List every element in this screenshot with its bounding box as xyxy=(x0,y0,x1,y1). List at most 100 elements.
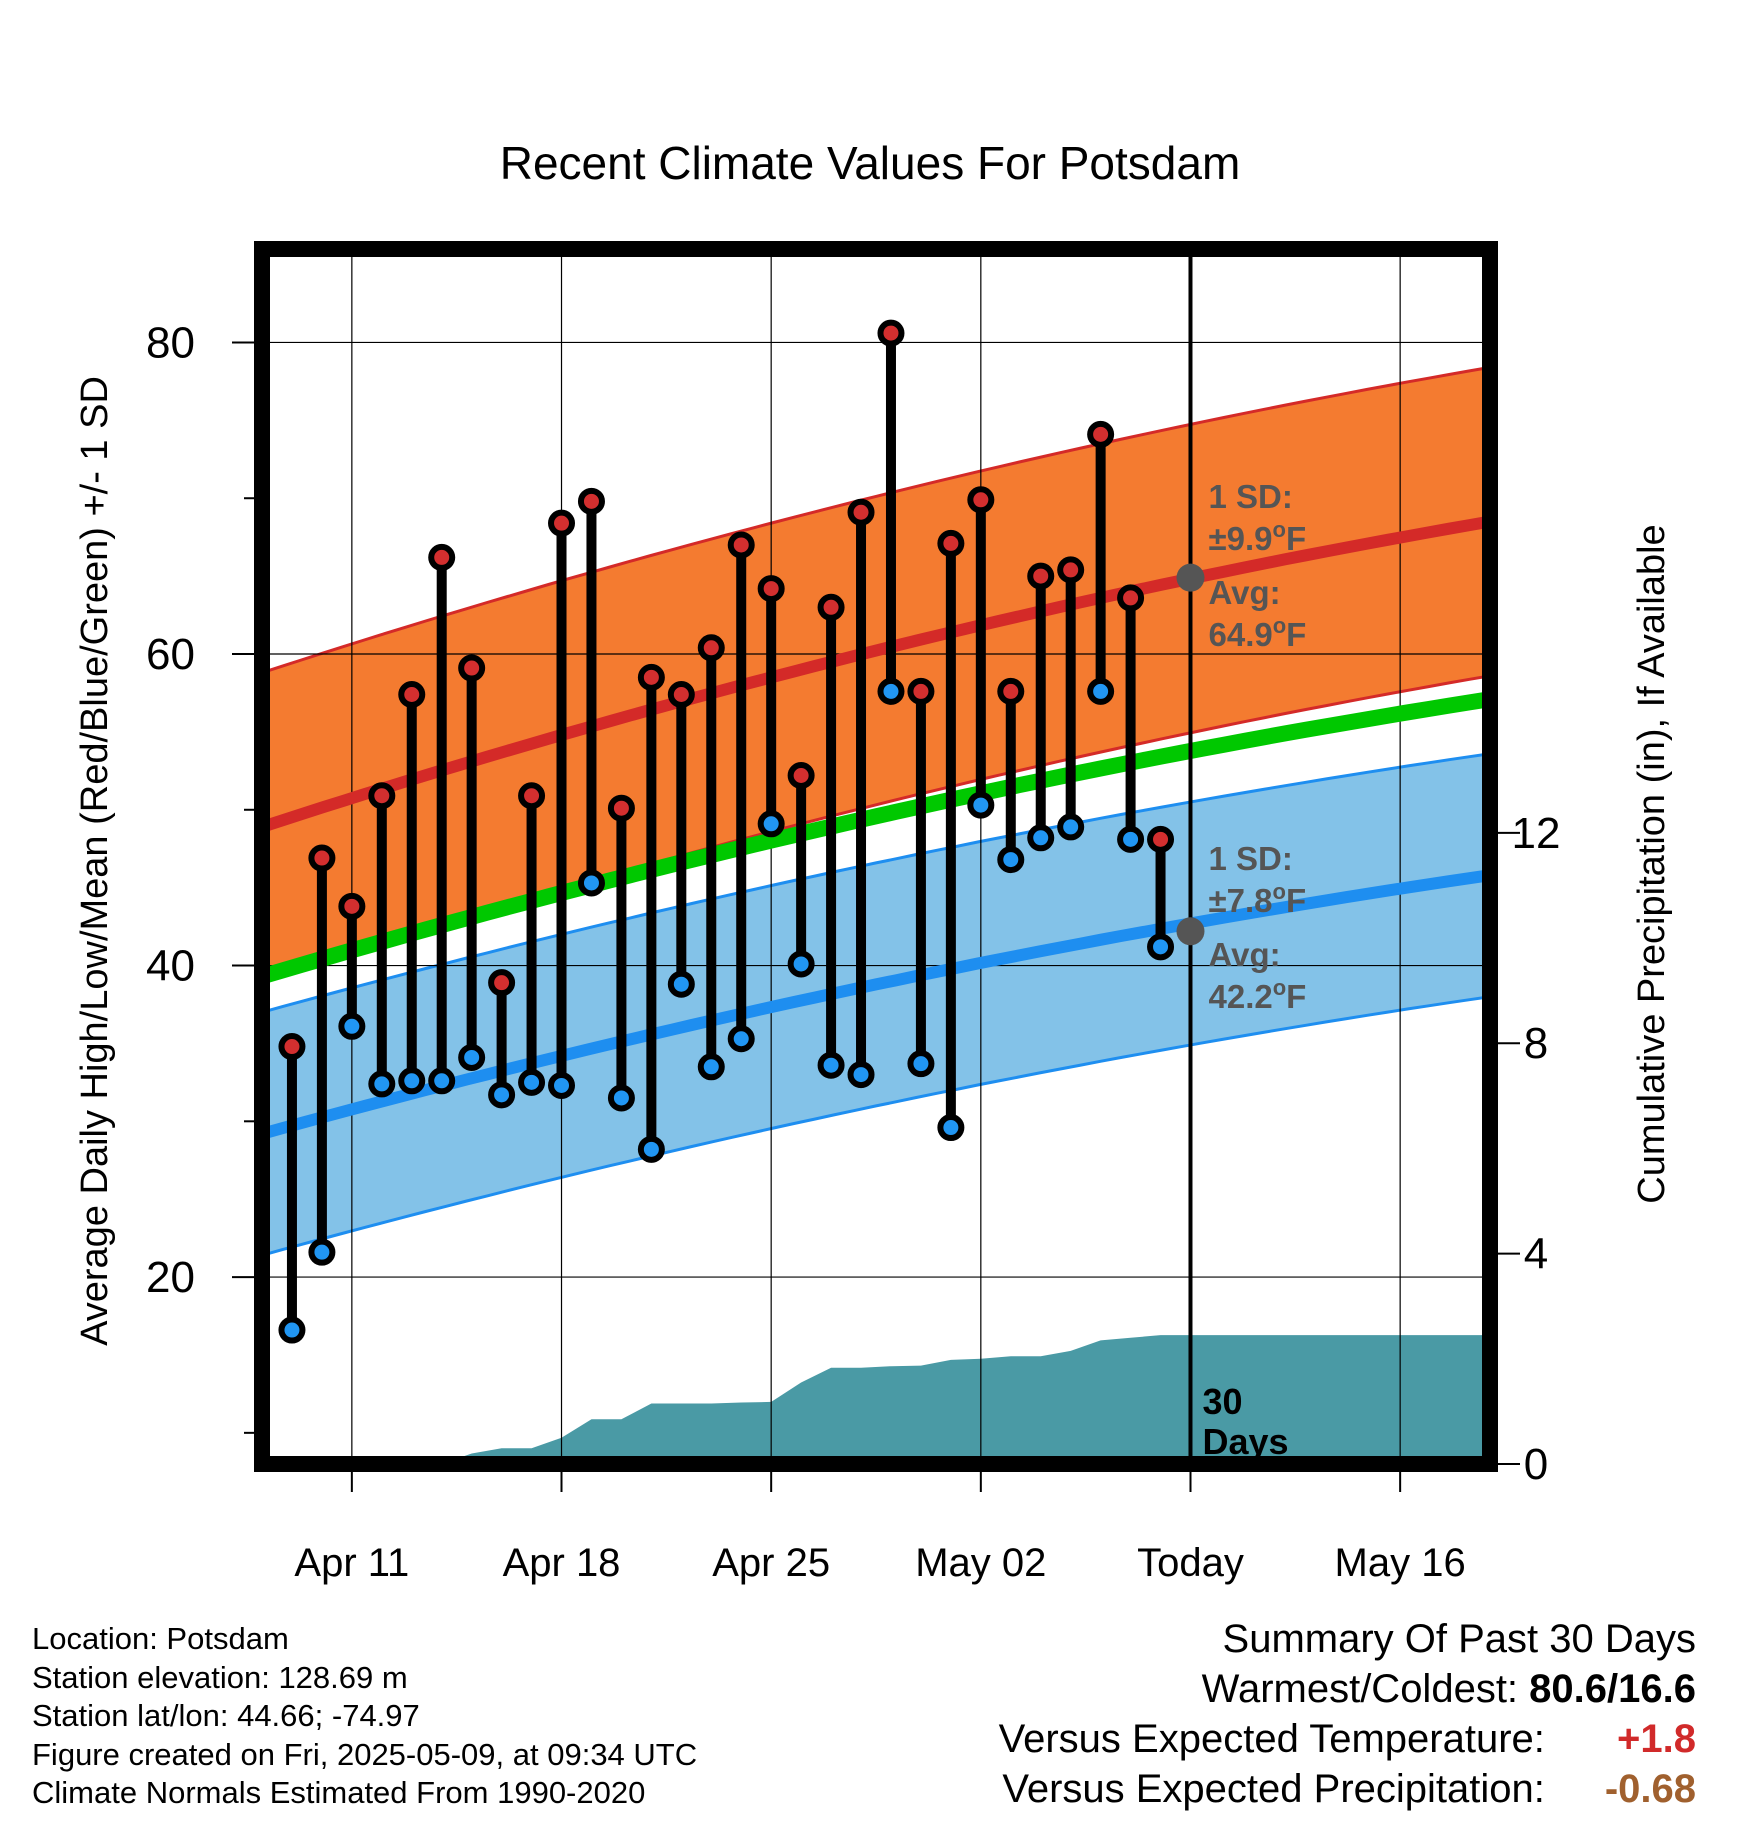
low-avg-label: Avg: xyxy=(1208,936,1280,973)
precip-diff-value: -0.68 xyxy=(1604,1767,1696,1811)
daily-high-point xyxy=(607,794,635,822)
right-tick-label: 4 xyxy=(1524,1230,1548,1279)
daily-low-point xyxy=(847,1061,875,1089)
daily-high-point xyxy=(997,677,1025,705)
daily-high-point xyxy=(368,782,396,810)
plot-area xyxy=(262,249,1490,1464)
daily-high-point xyxy=(428,543,456,571)
daily-high-point xyxy=(398,681,426,708)
temp-diff-label: Versus Expected Temperature: xyxy=(998,1717,1545,1761)
latlon-text: Station lat/lon: 44.66; -74.97 xyxy=(32,1698,420,1733)
high-avg-label: Avg: xyxy=(1208,574,1280,611)
daily-high-point xyxy=(458,654,486,682)
daily-high-point xyxy=(697,634,725,662)
daily-high-point xyxy=(577,487,605,515)
warm-cold-row: Warmest/Coldest: 80.6/16.6 xyxy=(999,1664,1696,1714)
x-tick-label: Today xyxy=(1137,1541,1244,1585)
today-days-label-number: 30 xyxy=(1202,1381,1242,1422)
daily-high-point xyxy=(518,782,546,810)
daily-low-point xyxy=(398,1067,426,1095)
daily-low-point xyxy=(368,1070,396,1098)
location-text: Location: Potsdam xyxy=(32,1621,289,1656)
daily-low-point xyxy=(458,1043,486,1071)
daily-low-point xyxy=(667,970,695,998)
daily-low-point xyxy=(937,1114,965,1142)
daily-high-point xyxy=(907,677,935,705)
daily-low-point xyxy=(338,1012,366,1040)
daily-low-point xyxy=(1147,933,1175,961)
today-high-normal-marker xyxy=(1176,563,1205,592)
x-tick-label: Apr 18 xyxy=(503,1541,621,1585)
daily-high-point xyxy=(1147,825,1175,853)
high-sd-band xyxy=(262,367,1490,982)
daily-low-point xyxy=(787,950,815,978)
precip-diff-label: Versus Expected Precipitation: xyxy=(1002,1767,1545,1811)
daily-high-point xyxy=(727,531,755,559)
daily-low-point xyxy=(757,810,785,838)
low-normal-line xyxy=(262,869,1490,1140)
x-tick-label: May 02 xyxy=(915,1541,1046,1585)
daily-low-point xyxy=(1057,813,1085,841)
warm-cold-label: Warmest/Coldest: xyxy=(1201,1667,1519,1711)
left-tick-label: 80 xyxy=(146,318,195,367)
left-axis-title: Average Daily High/Low/Mean (Red/Blue/Gr… xyxy=(74,376,116,1346)
daily-low-point xyxy=(1117,825,1145,853)
low-sd-label: 1 SD: xyxy=(1208,840,1292,877)
temp-diff-value: +1.8 xyxy=(1617,1717,1696,1761)
daily-low-point xyxy=(428,1067,456,1095)
right-axis-title: Cumulative Precipitation (in), If Availa… xyxy=(1631,524,1673,1203)
daily-high-point xyxy=(1117,584,1145,612)
daily-high-point xyxy=(877,319,905,347)
high-avg-value: 64.9oF xyxy=(1208,613,1306,653)
right-tick-label: 8 xyxy=(1524,1019,1548,1068)
plot-frame xyxy=(254,241,1498,1472)
daily-low-point xyxy=(548,1071,576,1099)
daily-low-point xyxy=(607,1084,635,1112)
low-sd-band xyxy=(262,753,1490,1256)
left-tick-label: 40 xyxy=(146,942,195,991)
daily-high-point xyxy=(787,762,815,789)
precip-area xyxy=(262,1335,1490,1464)
low-band-lower-edge xyxy=(262,995,1490,1257)
today-days-label-word: Days xyxy=(1202,1421,1288,1462)
daily-low-point xyxy=(697,1053,725,1081)
temp-diff-row: Versus Expected Temperature: +1.8 xyxy=(999,1714,1696,1764)
right-tick-label: 0 xyxy=(1524,1440,1548,1489)
summary-panel: Summary Of Past 30 Days Warmest/Coldest:… xyxy=(999,1614,1696,1814)
today-low-normal-marker xyxy=(1176,917,1205,946)
high-sd-label: 1 SD: xyxy=(1208,478,1292,515)
high-band-upper-edge xyxy=(262,365,1490,675)
daily-low-point xyxy=(488,1081,516,1109)
x-axis-title: Day xyxy=(840,1603,911,1610)
daily-high-point xyxy=(847,498,875,526)
x-tick-label: May 16 xyxy=(1335,1541,1466,1585)
daily-low-point xyxy=(877,677,905,705)
daily-low-point xyxy=(637,1135,665,1163)
right-tick-label: 12 xyxy=(1512,809,1561,858)
daily-low-point xyxy=(308,1238,336,1266)
summary-title: Summary Of Past 30 Days xyxy=(1222,1617,1696,1661)
normals-text: Climate Normals Estimated From 1990-2020 xyxy=(32,1775,646,1810)
created-text: Figure created on Fri, 2025-05-09, at 09… xyxy=(32,1736,698,1772)
left-tick-label: 20 xyxy=(146,1253,195,1302)
station-info: Location: Potsdam Station elevation: 128… xyxy=(32,1620,697,1813)
daily-high-point xyxy=(757,575,785,603)
high-sd-value: ±9.9oF xyxy=(1208,517,1306,557)
daily-high-point xyxy=(278,1033,306,1061)
daily-low-point xyxy=(518,1068,546,1096)
daily-low-point xyxy=(817,1051,845,1079)
x-tick-label: Apr 25 xyxy=(712,1541,830,1585)
daily-low-point xyxy=(278,1316,306,1344)
daily-high-point xyxy=(1027,562,1055,590)
daily-low-point xyxy=(577,869,605,897)
daily-low-point xyxy=(727,1025,755,1053)
daily-high-point xyxy=(488,969,516,997)
daily-high-point xyxy=(308,844,336,872)
climate-chart: Recent Climate Values For Potsdam 1 SD:±… xyxy=(74,137,1673,1610)
warm-cold-value: 80.6/16.6 xyxy=(1529,1667,1696,1711)
daily-high-point xyxy=(937,529,965,557)
x-tick-label: Apr 11 xyxy=(294,1541,409,1585)
daily-high-point xyxy=(1057,556,1085,584)
daily-high-point xyxy=(967,486,995,514)
